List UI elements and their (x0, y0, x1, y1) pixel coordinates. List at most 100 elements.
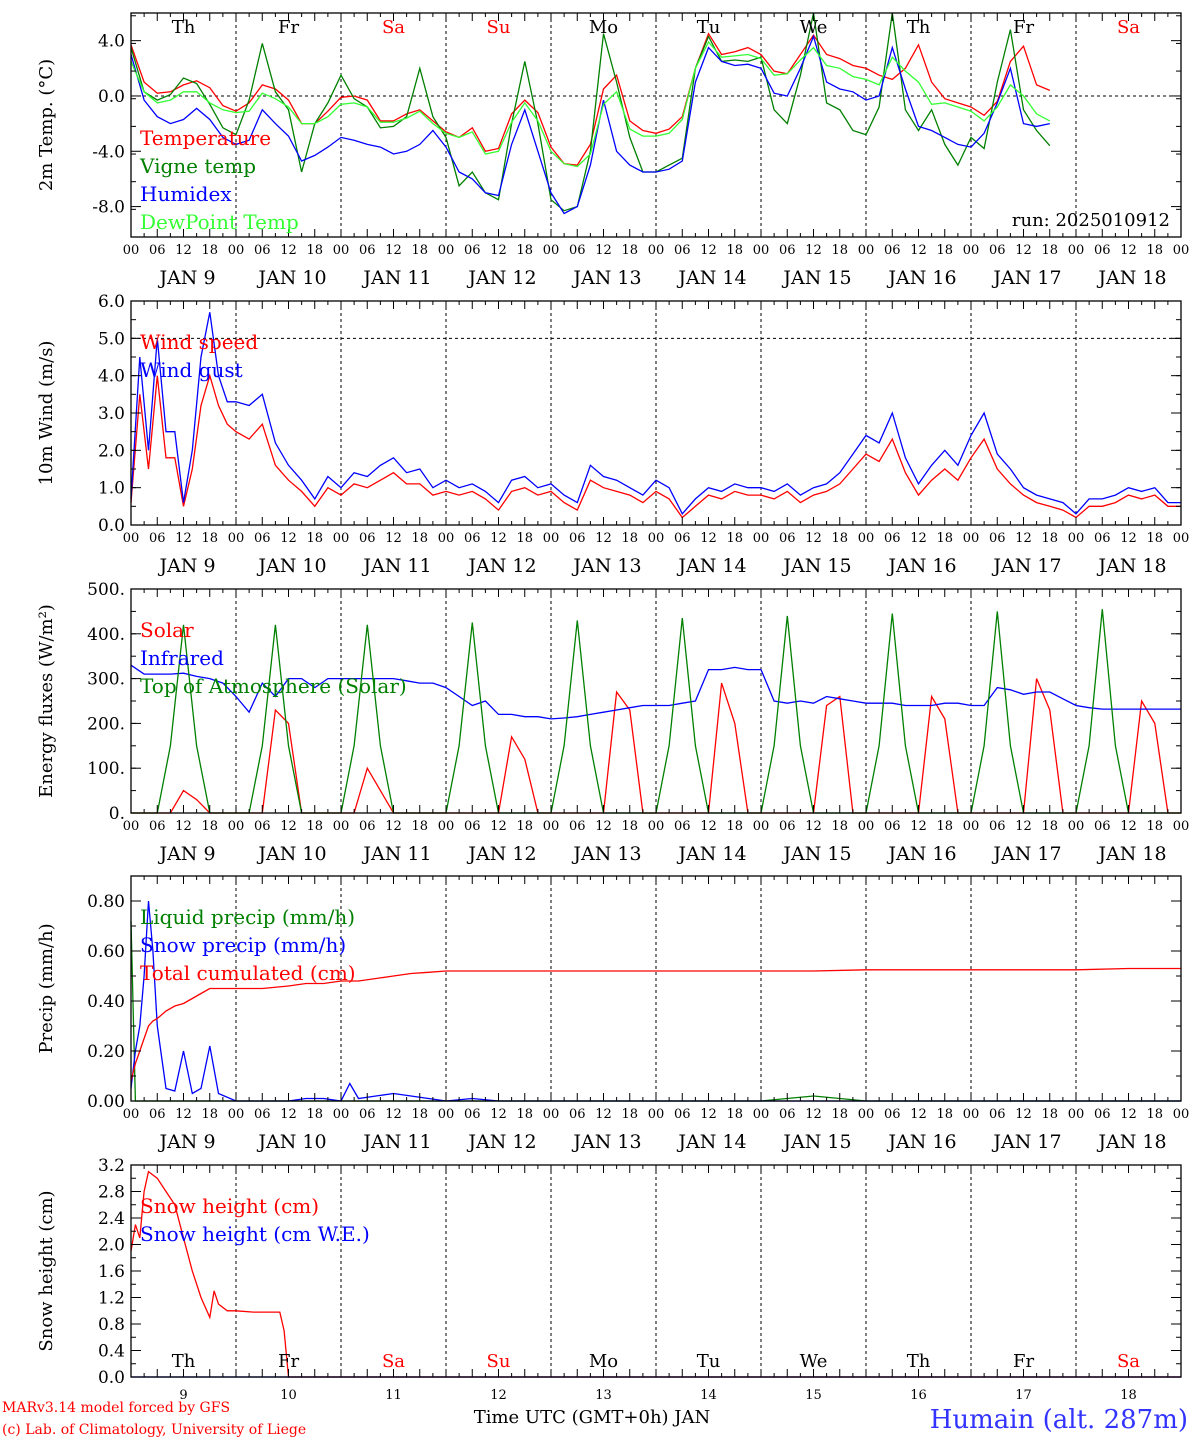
hour-tick-label: 18 (831, 819, 848, 834)
hour-tick-label: 00 (1068, 1107, 1085, 1122)
series-temp-1 (130, 12, 1051, 212)
hour-tick-label: 12 (1015, 819, 1032, 834)
date-label: JAN 16 (886, 267, 956, 289)
hour-tick-label: 18 (831, 1107, 848, 1122)
legend-entry: Temperature (140, 126, 271, 150)
hour-tick-label: 06 (1094, 819, 1111, 834)
hour-tick-label: 06 (989, 531, 1006, 546)
weekday-label: Tu (697, 17, 721, 38)
hour-tick-label: 06 (464, 1107, 481, 1122)
series-temp-0 (130, 32, 1051, 166)
hour-tick-label: 12 (280, 531, 297, 546)
hour-tick-label: 18 (1041, 819, 1058, 834)
weekday-label: Tu (697, 1351, 721, 1372)
hour-tick-label: 00 (1068, 531, 1085, 546)
panel-precip: 0.80 0.60 0.40 0.20 0.00 Precip (mm/h) Liquid … (36, 875, 1189, 1153)
date-label: JAN 15 (781, 267, 851, 289)
date-label: JAN 17 (991, 267, 1061, 289)
hour-tick-label: 00 (858, 243, 875, 258)
series-energy-1 (130, 664, 1181, 720)
legend-entry: DewPoint Temp (140, 210, 299, 234)
hour-tick-label: 00 (858, 1107, 875, 1122)
hour-tick-label: 00 (858, 531, 875, 546)
hour-tick-label: 00 (1173, 819, 1190, 834)
date-label: JAN 11 (361, 1131, 431, 1153)
hour-tick-label: 18 (306, 531, 323, 546)
date-label: JAN 15 (781, 555, 851, 577)
date-label: JAN 10 (256, 267, 326, 289)
date-label: JAN 15 (781, 843, 851, 865)
credit-line-2: (c) Lab. of Climatology, University of L… (2, 1422, 306, 1438)
weekday-label: Su (487, 1351, 511, 1372)
hour-tick-label: 06 (1094, 243, 1111, 258)
hour-tick-label: 06 (779, 531, 796, 546)
hour-tick-label: 00 (333, 531, 350, 546)
series-temp-2 (130, 34, 1050, 215)
legend-entry: Top of Atmosphere (Solar) (140, 674, 407, 698)
hour-tick-label: 18 (411, 819, 428, 834)
date-label: JAN 11 (361, 555, 431, 577)
y-tick-label: 200. (87, 714, 125, 734)
y-tick-label: 0.4 (98, 1342, 125, 1362)
hour-tick-label: 06 (884, 243, 901, 258)
hour-tick-label: 06 (569, 1107, 586, 1122)
date-label: JAN 9 (157, 555, 215, 577)
y-tick-label: 0.0 (98, 1368, 125, 1388)
weekday-label: Sa (1117, 17, 1140, 38)
y-tick-label: -4.0 (92, 142, 125, 162)
hour-tick-label: 18 (1041, 1107, 1058, 1122)
hour-tick-label: 00 (648, 243, 665, 258)
hour-tick-label: 06 (359, 1107, 376, 1122)
hour-tick-label: 06 (989, 819, 1006, 834)
hour-tick-label: 12 (700, 819, 717, 834)
day-number-label: 10 (280, 1388, 297, 1403)
hour-tick-label: 12 (490, 243, 507, 258)
hour-tick-label: 18 (411, 531, 428, 546)
hour-tick-label: 18 (621, 243, 638, 258)
date-label: JAN 12 (466, 555, 536, 577)
station-label: Humain (alt. 287m) (930, 1405, 1188, 1435)
weekday-label: Mo (589, 17, 618, 38)
date-label: JAN 17 (991, 843, 1061, 865)
hour-tick-label: 12 (1015, 243, 1032, 258)
hour-tick-label: 00 (963, 819, 980, 834)
hour-tick-label: 06 (884, 819, 901, 834)
y-tick-label: 1.6 (98, 1262, 125, 1282)
hour-tick-label: 18 (621, 819, 638, 834)
hour-tick-label: 00 (1068, 819, 1085, 834)
weekday-label: We (800, 17, 828, 38)
hour-tick-label: 00 (438, 243, 455, 258)
hour-tick-label: 18 (936, 1107, 953, 1122)
hour-tick-label: 12 (490, 531, 507, 546)
panel-energy: 500. 400. 300. 200. 100. 0. Energy fluxes (W/m… (36, 580, 1189, 865)
hour-tick-label: 12 (805, 531, 822, 546)
y-tick-label: 4.0 (98, 32, 125, 52)
hour-tick-label: 06 (674, 531, 691, 546)
hour-tick-label: 12 (1015, 1107, 1032, 1122)
hour-tick-label: 12 (385, 531, 402, 546)
hour-tick-label: 18 (516, 531, 533, 546)
hour-tick-label: 00 (858, 819, 875, 834)
y-axis-label: Snow height (cm) (36, 1190, 57, 1351)
weekday-label: Mo (589, 1351, 618, 1372)
hour-tick-label: 00 (963, 1107, 980, 1122)
hour-tick-label: 12 (1120, 1107, 1137, 1122)
legend-entry: Snow height (cm) (140, 1194, 319, 1218)
legend-entry: Total cumulated (cm) (140, 961, 356, 985)
series-precip-2 (130, 967, 1181, 1082)
date-label: JAN 9 (157, 267, 215, 289)
hour-tick-label: 06 (674, 1107, 691, 1122)
y-tick-label: -8.0 (92, 198, 125, 218)
hour-tick-label: 06 (359, 243, 376, 258)
day-number-label: 17 (1015, 1388, 1032, 1403)
hour-tick-label: 00 (228, 819, 245, 834)
plot-frame (130, 588, 1182, 814)
hour-tick-label: 00 (543, 243, 560, 258)
weekday-label: We (800, 1351, 828, 1372)
date-label: JAN 11 (361, 267, 431, 289)
hour-tick-label: 18 (1041, 243, 1058, 258)
day-number-label: 18 (1120, 1388, 1137, 1403)
hour-tick-label: 12 (595, 243, 612, 258)
hour-tick-label: 06 (779, 1107, 796, 1122)
hour-tick-label: 12 (910, 531, 927, 546)
